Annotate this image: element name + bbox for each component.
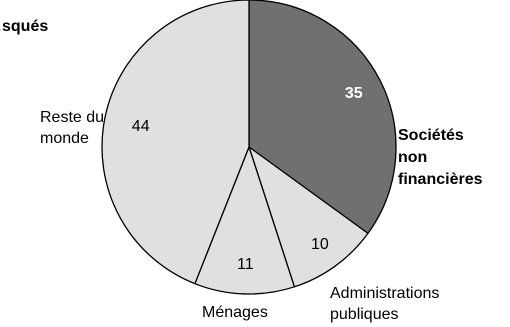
slice-label-administrations-line2: publiques [330, 306, 399, 323]
slice-label-societes-line3: financières [398, 171, 483, 188]
slice-label-reste-du-monde: Reste du monde [40, 107, 104, 149]
slice-label-societes-line2: non [398, 149, 428, 166]
slice-value-administrations: 10 [311, 236, 329, 253]
slice-label-reste-du-monde-line1: Reste du [40, 109, 105, 126]
slice-label-societes: Sociétés non financières [398, 125, 482, 191]
slice-label-reste-du-monde-line2: monde [40, 130, 89, 147]
slice-label-administrations-line1: Administrations [330, 285, 440, 302]
slice-label-menages-line1: Ménages [202, 304, 268, 321]
slice-value-menages: 11 [237, 256, 254, 273]
pie-slice-societes [248, 0, 397, 235]
pie-slice-menages [194, 146, 296, 295]
slice-label-menages: Ménages [202, 303, 268, 323]
slice-label-administrations: Administrations publiques [330, 283, 439, 325]
slice-label-societes-line1: Sociétés [398, 127, 464, 144]
pie-slice-reste-du-monde [101, 0, 250, 285]
slice-value-reste-du-monde: 44 [132, 118, 150, 135]
slice-value-societes: 35 [345, 85, 363, 102]
chart-title: …squés [0, 18, 49, 35]
pie-slice-administrations [248, 146, 369, 288]
